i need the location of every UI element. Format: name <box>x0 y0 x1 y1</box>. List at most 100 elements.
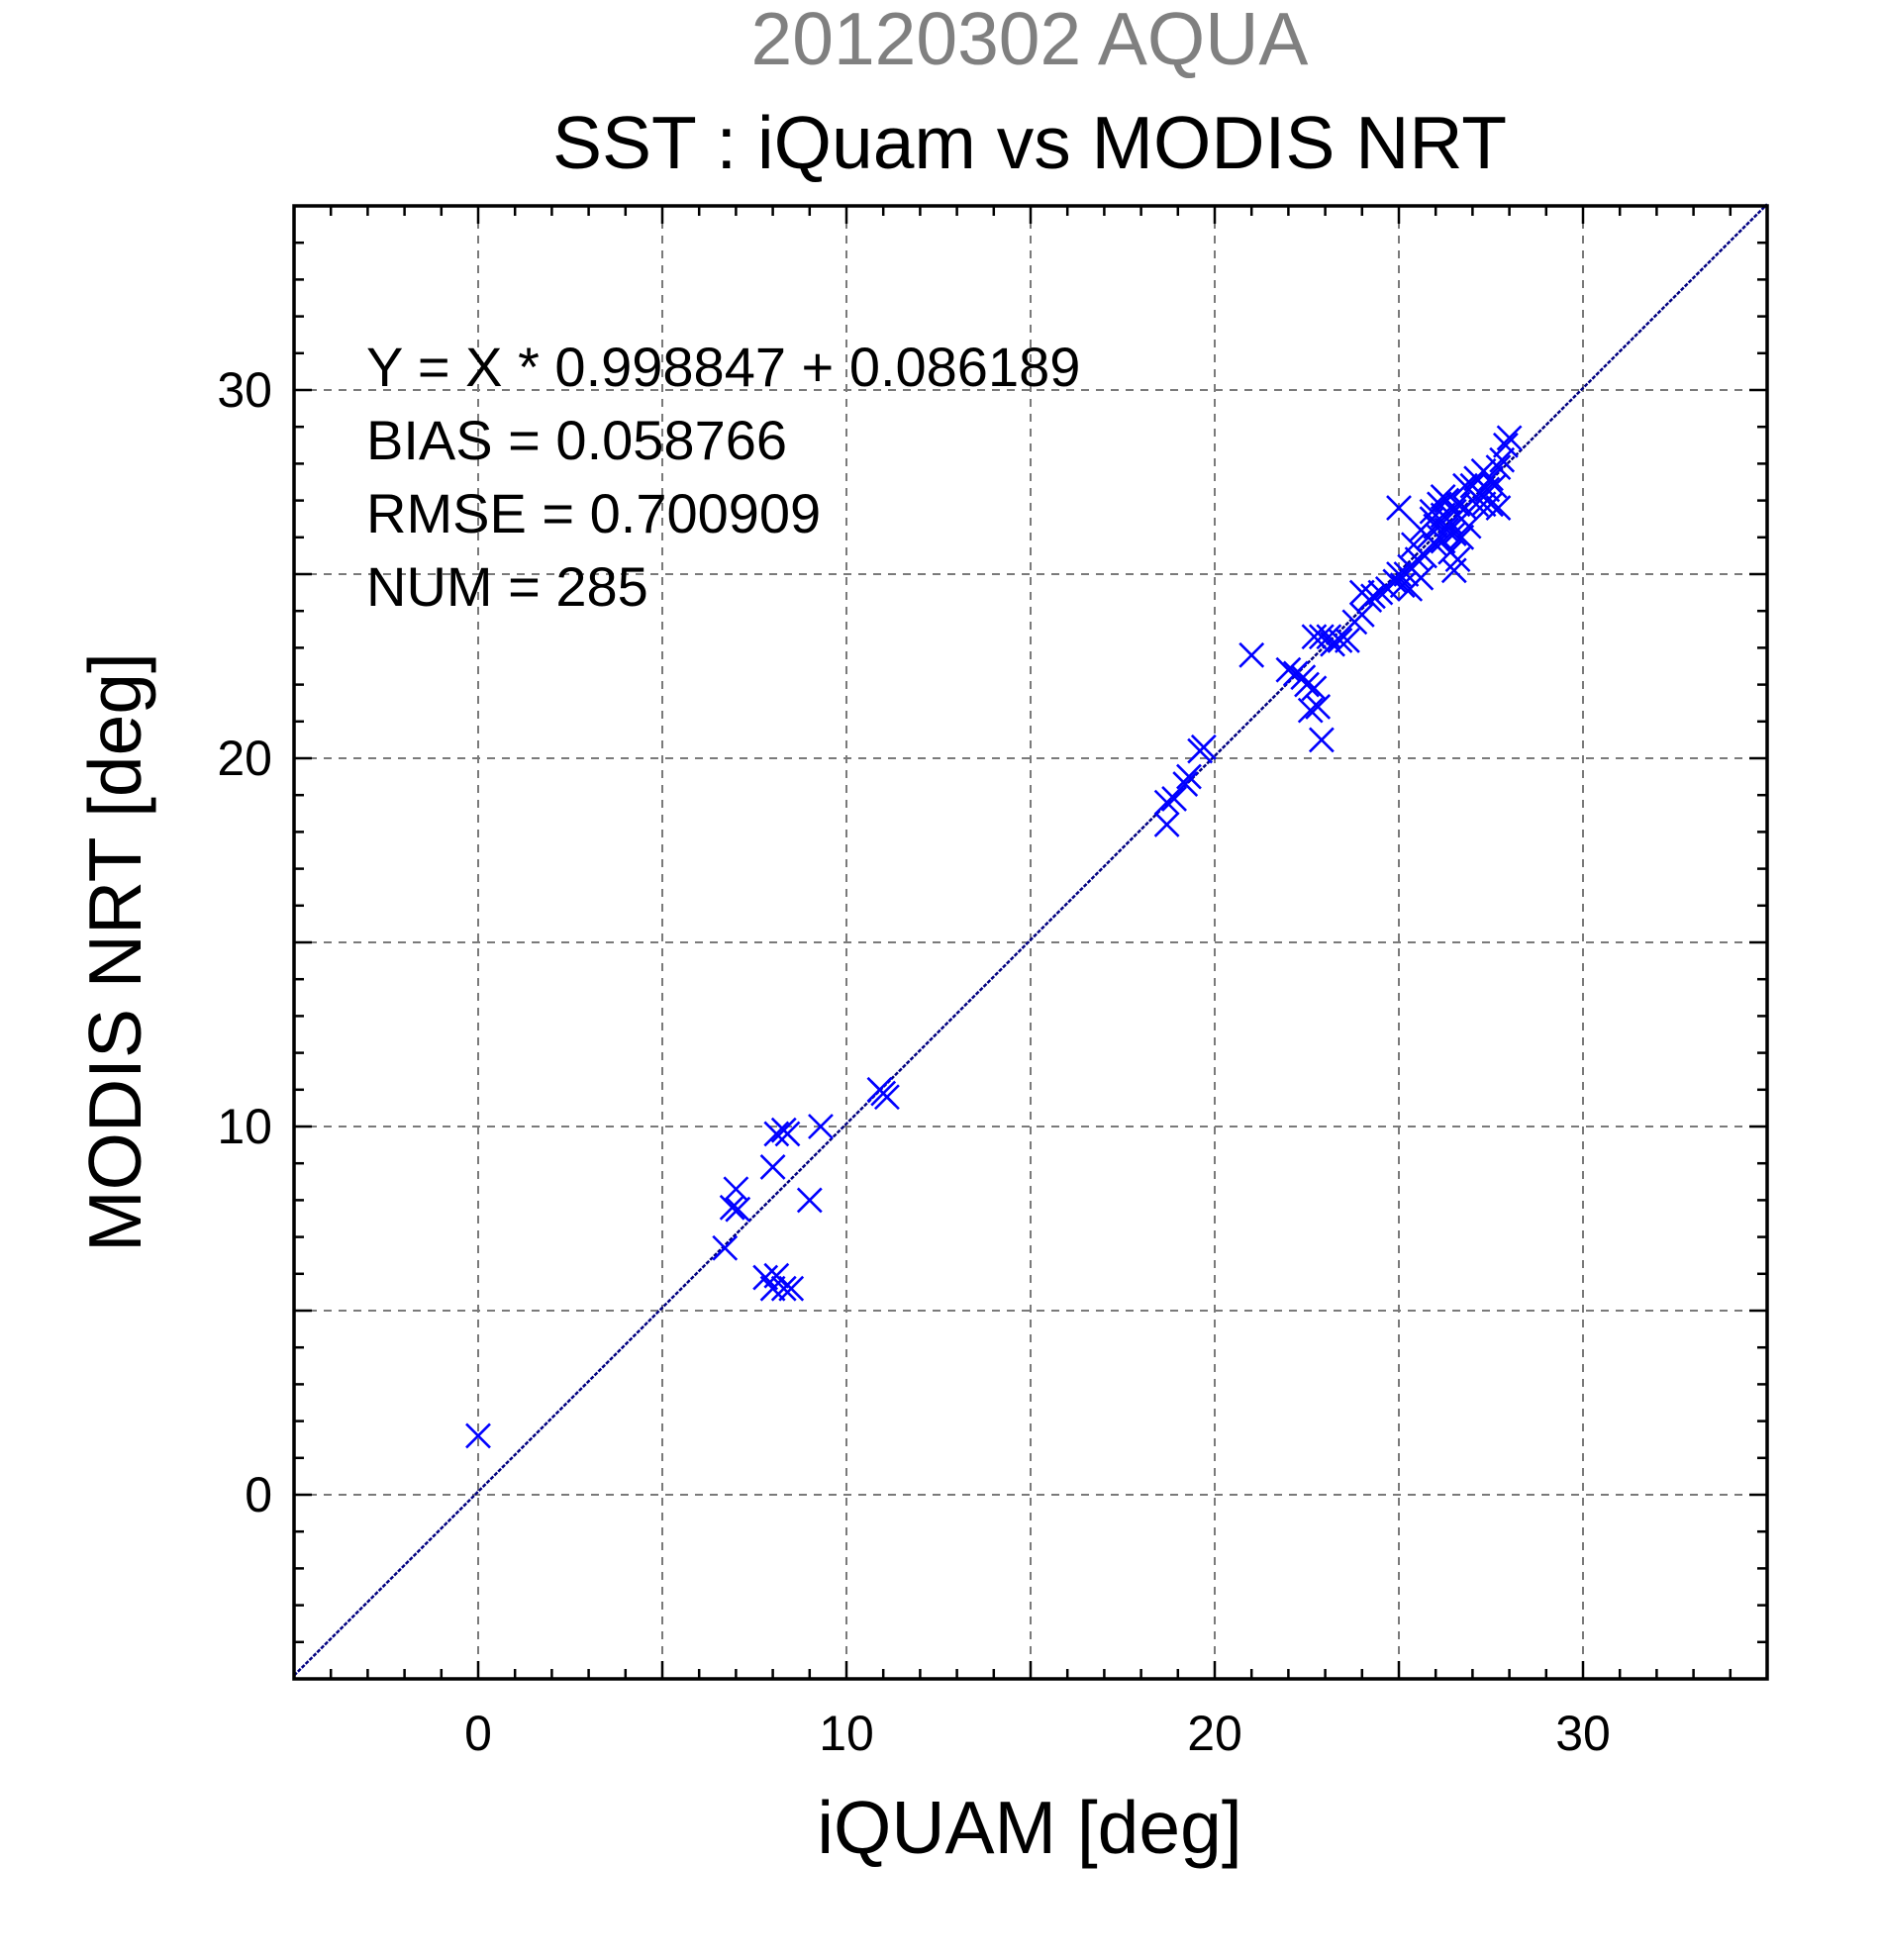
data-point-stroke <box>1408 564 1435 591</box>
data-point-stroke <box>1386 561 1412 587</box>
x-tick-label: 0 <box>464 1706 492 1761</box>
data-point-stroke <box>1360 583 1386 610</box>
data-point <box>1478 465 1504 492</box>
data-point <box>1320 631 1345 657</box>
data-point-stroke <box>1496 425 1523 451</box>
data-point-stroke <box>1327 628 1353 653</box>
chart-suptitle: 20120302 AQUA <box>751 0 1309 80</box>
data-point <box>1444 491 1471 518</box>
data-point-stroke <box>1448 524 1475 550</box>
annotation-num: NUM = 285 <box>366 555 648 618</box>
data-point <box>1297 697 1324 724</box>
data-point <box>723 1176 749 1203</box>
x-tick-label: 10 <box>819 1706 874 1761</box>
annotation-fit-equation: Y = X * 0.998847 + 0.086189 <box>366 336 1080 398</box>
data-point <box>770 1275 797 1302</box>
data-point-stroke <box>1423 532 1449 558</box>
x-axis-label: iQUAM [deg] <box>817 1786 1241 1869</box>
data-point-stroke <box>1294 671 1320 698</box>
data-point <box>1496 425 1523 451</box>
data-point <box>1190 734 1217 760</box>
data-point <box>1386 495 1412 521</box>
data-points <box>465 425 1523 1449</box>
data-point <box>712 1234 739 1261</box>
stats-annotation: Y = X * 0.998847 + 0.086189 BIAS = 0.058… <box>366 336 1080 618</box>
data-point-stroke <box>1478 491 1504 518</box>
data-point <box>1294 671 1320 698</box>
fit-line <box>293 203 1768 1677</box>
data-point <box>1360 583 1386 610</box>
data-point <box>1176 763 1202 790</box>
data-point <box>796 1187 823 1214</box>
data-point-stroke <box>774 1121 801 1147</box>
data-point-stroke <box>1335 628 1360 653</box>
data-point-stroke <box>1386 495 1412 521</box>
data-point <box>1489 446 1516 473</box>
data-point <box>1301 675 1328 702</box>
data-point <box>774 1121 801 1147</box>
data-point-stroke <box>1444 491 1471 518</box>
data-point <box>1238 641 1265 668</box>
data-point-stroke <box>712 1234 739 1261</box>
data-point <box>1327 628 1353 653</box>
data-point-stroke <box>1452 472 1478 499</box>
data-point <box>1275 656 1302 683</box>
data-point-stroke <box>1434 517 1460 543</box>
data-point-stroke <box>465 1422 491 1449</box>
data-point-stroke <box>1478 465 1504 492</box>
data-point <box>1430 483 1456 510</box>
data-point-stroke <box>1430 483 1456 510</box>
data-point-stroke <box>1161 786 1187 812</box>
data-point <box>1348 602 1375 628</box>
grid-lines <box>294 206 1767 1679</box>
chart-title: SST : iQuam vs MODIS NRT <box>552 101 1507 184</box>
data-point-stroke <box>763 1262 790 1289</box>
data-point-stroke <box>808 1114 834 1139</box>
data-point <box>1492 432 1519 458</box>
x-tick-label: 20 <box>1187 1706 1242 1761</box>
data-point-stroke <box>1153 812 1180 837</box>
y-tick-label: 0 <box>245 1467 272 1522</box>
data-point-stroke <box>1190 734 1217 760</box>
data-point-stroke <box>1176 763 1202 790</box>
data-point <box>778 1275 805 1302</box>
data-point <box>752 1264 779 1291</box>
data-point <box>874 1084 900 1111</box>
data-point <box>465 1422 491 1449</box>
data-point <box>1161 786 1187 812</box>
data-point <box>1308 727 1335 753</box>
data-point <box>1440 557 1467 584</box>
data-point-stroke <box>759 1154 786 1180</box>
data-point <box>1455 513 1482 539</box>
data-point-stroke <box>1485 454 1512 481</box>
data-point <box>1440 521 1467 546</box>
plot-frame <box>292 204 1769 1681</box>
data-point-stroke <box>1485 495 1512 521</box>
data-point-stroke <box>1419 498 1445 525</box>
annotation-bias: BIAS = 0.058766 <box>366 409 787 471</box>
data-point <box>1448 524 1475 550</box>
y-axis-label: MODIS NRT [deg] <box>73 652 156 1252</box>
data-point <box>763 1262 790 1289</box>
data-point <box>1452 472 1478 499</box>
data-point-stroke <box>1470 491 1497 518</box>
data-point-stroke <box>1172 771 1199 797</box>
data-point <box>1478 491 1504 518</box>
data-point-stroke <box>1481 472 1508 499</box>
data-point <box>1153 812 1180 837</box>
data-point-stroke <box>1423 513 1449 539</box>
data-point-stroke <box>1275 656 1302 683</box>
data-point <box>1408 564 1435 591</box>
data-point <box>1434 517 1460 543</box>
data-point-stroke <box>874 1084 900 1111</box>
data-point <box>1485 495 1512 521</box>
data-point-stroke <box>752 1264 779 1291</box>
data-point-stroke <box>778 1275 805 1302</box>
data-point <box>1335 628 1360 653</box>
data-point <box>1305 694 1332 720</box>
data-point-stroke <box>796 1187 823 1214</box>
data-point <box>1423 532 1449 558</box>
data-point-stroke <box>719 1194 745 1221</box>
data-point-stroke <box>1348 602 1375 628</box>
